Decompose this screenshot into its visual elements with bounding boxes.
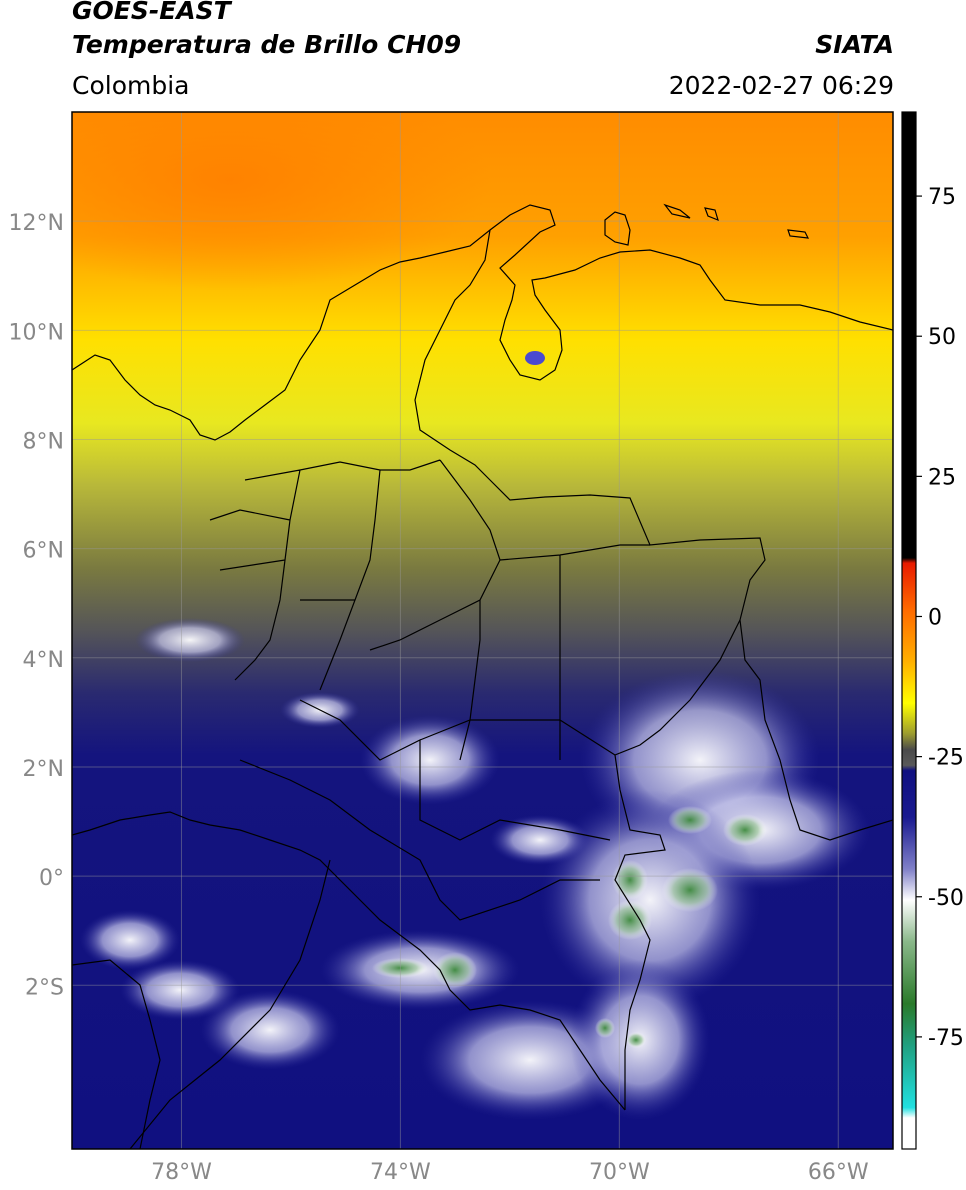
island-coast — [604, 211, 631, 246]
cloud-feature — [120, 960, 240, 1020]
longitude-axis: 78°W 74°W 70°W 66°W — [151, 1160, 869, 1185]
product-title: Temperatura de Brillo CH09 — [72, 30, 462, 59]
agency-label: SIATA — [815, 30, 894, 59]
lon-tick-label: 74°W — [370, 1160, 431, 1185]
department-border — [209, 459, 650, 921]
coastline — [72, 204, 893, 441]
colorbar — [901, 111, 917, 1150]
ecuador-peru-border — [129, 859, 331, 1149]
colorbar-ticks: 75 50 25 0 -25 -50 -75 — [916, 185, 964, 1051]
lat-tick-label: 12°N — [9, 211, 64, 236]
colombia-border — [614, 619, 741, 1110]
cold-spot — [525, 351, 545, 365]
colorbar-tick-label: 0 — [928, 605, 942, 630]
plot-frame — [71, 111, 894, 1150]
cloud-feature — [200, 990, 340, 1070]
lon-tick-label: 66°W — [808, 1160, 869, 1185]
cold-cloud-top — [626, 1032, 646, 1048]
lat-tick-label: 0° — [39, 866, 64, 891]
cold-cloud-top — [595, 1018, 615, 1038]
lat-tick-label: 8°N — [23, 429, 64, 454]
colorbar-tick-label: 75 — [928, 185, 956, 210]
lon-tick-label: 78°W — [151, 1160, 212, 1185]
warm-region — [72, 112, 490, 290]
cloud-feature — [540, 790, 760, 1010]
island-coast — [663, 203, 810, 239]
colombia-border — [414, 229, 893, 841]
cold-cloud-top — [608, 900, 652, 940]
cloud-feature — [80, 910, 180, 970]
cloud-feature — [135, 618, 245, 662]
timestamp-label: 2022-02-27 06:29 — [668, 71, 894, 100]
satellite-title: GOES-EAST — [72, 0, 231, 25]
cold-cloud-top — [612, 860, 648, 900]
colorbar-tick-label: 50 — [928, 325, 956, 350]
colorbar-tick-label: -50 — [928, 886, 964, 911]
lat-tick-label: 2°S — [25, 975, 64, 1000]
cloud-feature — [490, 815, 590, 865]
lat-tick-label: 2°N — [23, 757, 64, 782]
colorbar-tick-label: -25 — [928, 746, 964, 771]
borders-layer — [72, 203, 893, 1149]
cold-cloud-top — [723, 814, 767, 846]
lat-tick-label: 4°N — [23, 648, 64, 673]
lon-tick-label: 70°W — [589, 1160, 650, 1185]
cold-cloud-top — [668, 806, 712, 834]
lat-tick-label: 6°N — [23, 539, 64, 564]
colorbar-tick-label: 25 — [928, 465, 956, 490]
coastline — [72, 959, 161, 1149]
cloud-feature — [360, 715, 500, 805]
colombia-border — [72, 811, 626, 1111]
cold-cloud-top — [372, 958, 428, 978]
graticule — [72, 112, 893, 1149]
latitude-axis: 12°N 10°N 8°N 6°N 4°N 2°N 0° 2°S — [9, 211, 64, 1000]
temperature-field — [72, 112, 893, 1149]
lat-tick-label: 10°N — [9, 320, 64, 345]
region-label: Colombia — [72, 71, 190, 100]
colorbar-tick-label: -75 — [928, 1026, 964, 1051]
cold-cloud-top — [662, 868, 718, 912]
